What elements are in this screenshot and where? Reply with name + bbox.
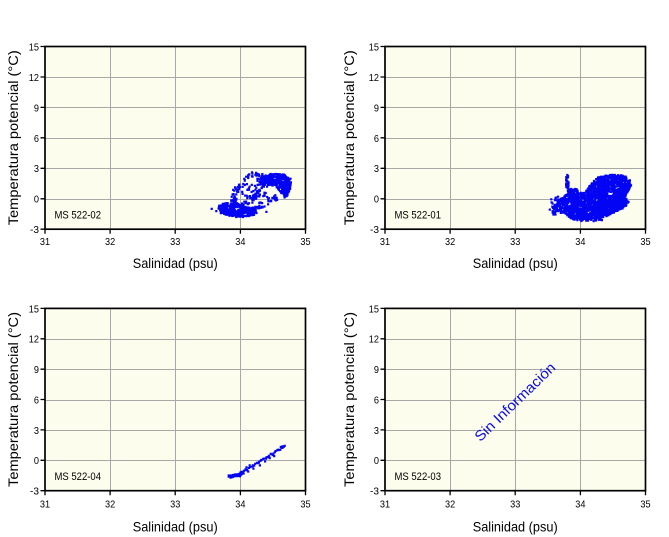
svg-text:6: 6 — [374, 133, 379, 145]
svg-text:12: 12 — [369, 72, 379, 84]
svg-text:32: 32 — [445, 499, 455, 511]
svg-text:Salinidad (psu): Salinidad (psu) — [133, 255, 218, 271]
svg-text:9: 9 — [374, 364, 379, 376]
svg-text:0: 0 — [374, 455, 379, 467]
svg-text:9: 9 — [34, 364, 39, 376]
svg-text:0: 0 — [34, 455, 39, 467]
svg-text:32: 32 — [105, 236, 115, 248]
svg-text:15: 15 — [369, 41, 379, 53]
svg-text:12: 12 — [29, 334, 39, 346]
svg-text:-3: -3 — [30, 486, 39, 498]
svg-text:3: 3 — [34, 163, 39, 175]
svg-text:Temperatura potencial (°C): Temperatura potencial (°C) — [341, 312, 357, 487]
svg-text:0: 0 — [34, 194, 39, 206]
svg-text:0: 0 — [374, 194, 379, 206]
svg-text:32: 32 — [445, 236, 455, 248]
svg-text:33: 33 — [510, 499, 520, 511]
svg-text:12: 12 — [29, 72, 39, 84]
svg-text:32: 32 — [105, 499, 115, 511]
svg-text:33: 33 — [170, 236, 180, 248]
svg-text:6: 6 — [374, 394, 379, 406]
svg-text:Salinidad (psu): Salinidad (psu) — [473, 519, 558, 535]
svg-text:Salinidad (psu): Salinidad (psu) — [473, 255, 558, 271]
svg-text:15: 15 — [29, 303, 39, 315]
svg-text:9: 9 — [34, 102, 39, 114]
svg-text:34: 34 — [575, 236, 585, 248]
svg-text:6: 6 — [34, 394, 39, 406]
svg-text:35: 35 — [300, 236, 310, 248]
svg-text:3: 3 — [374, 425, 379, 437]
svg-text:3: 3 — [374, 163, 379, 175]
svg-text:31: 31 — [380, 499, 390, 511]
svg-text:3: 3 — [34, 425, 39, 437]
svg-text:MS 522-03: MS 522-03 — [395, 471, 442, 483]
svg-text:MS 522-02: MS 522-02 — [55, 210, 102, 222]
svg-text:35: 35 — [640, 236, 650, 248]
svg-text:-3: -3 — [370, 486, 379, 498]
svg-text:-3: -3 — [30, 224, 39, 236]
svg-text:-3: -3 — [370, 224, 379, 236]
svg-text:34: 34 — [235, 236, 245, 248]
svg-text:15: 15 — [29, 41, 39, 53]
svg-text:31: 31 — [40, 236, 50, 248]
svg-text:12: 12 — [369, 334, 379, 346]
svg-text:33: 33 — [170, 499, 180, 511]
svg-text:6: 6 — [34, 133, 39, 145]
svg-text:33: 33 — [510, 236, 520, 248]
svg-text:Temperatura potencial (°C): Temperatura potencial (°C) — [5, 50, 21, 225]
svg-text:9: 9 — [374, 102, 379, 114]
svg-text:Salinidad (psu): Salinidad (psu) — [133, 519, 218, 535]
svg-text:MS 522-04: MS 522-04 — [55, 471, 102, 483]
svg-text:15: 15 — [369, 303, 379, 315]
svg-text:31: 31 — [40, 499, 50, 511]
svg-text:35: 35 — [300, 499, 310, 511]
svg-text:35: 35 — [640, 499, 650, 511]
svg-text:MS 522-01: MS 522-01 — [395, 210, 442, 222]
svg-text:34: 34 — [575, 499, 585, 511]
svg-text:34: 34 — [235, 499, 245, 511]
svg-text:Temperatura potencial (°C): Temperatura potencial (°C) — [341, 50, 357, 225]
svg-text:31: 31 — [380, 236, 390, 248]
svg-text:Temperatura potencial (°C): Temperatura potencial (°C) — [5, 312, 21, 487]
